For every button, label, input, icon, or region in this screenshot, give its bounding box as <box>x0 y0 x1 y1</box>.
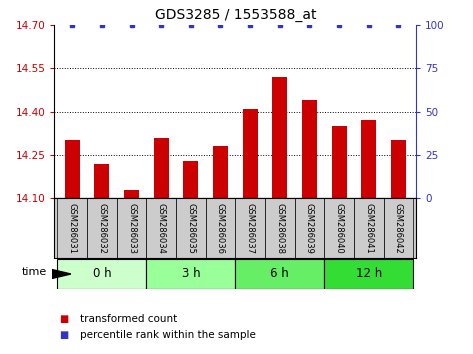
Bar <box>57 259 146 289</box>
Text: 3 h: 3 h <box>182 268 200 280</box>
Text: GSM286038: GSM286038 <box>275 203 284 254</box>
Bar <box>213 146 228 198</box>
Bar <box>146 259 236 289</box>
Text: GSM286035: GSM286035 <box>186 203 195 254</box>
Bar <box>124 189 139 198</box>
Title: GDS3285 / 1553588_at: GDS3285 / 1553588_at <box>155 8 316 22</box>
Bar <box>184 161 198 198</box>
Bar <box>95 164 109 198</box>
Text: time: time <box>22 267 47 277</box>
Bar <box>176 198 206 258</box>
Text: GSM286037: GSM286037 <box>245 203 254 254</box>
Text: transformed count: transformed count <box>80 314 178 324</box>
Text: ■: ■ <box>59 314 69 324</box>
Text: GSM286033: GSM286033 <box>127 203 136 254</box>
Text: 6 h: 6 h <box>271 268 289 280</box>
Text: GSM286042: GSM286042 <box>394 203 403 254</box>
Bar <box>117 198 146 258</box>
Bar <box>236 198 265 258</box>
Text: GSM286034: GSM286034 <box>157 203 166 254</box>
Bar <box>384 198 413 258</box>
Bar <box>65 141 79 198</box>
Bar <box>57 198 87 258</box>
Bar <box>332 126 347 198</box>
Text: GSM286040: GSM286040 <box>334 203 343 254</box>
Bar <box>272 77 287 198</box>
Text: GSM286041: GSM286041 <box>364 203 373 254</box>
Bar <box>146 198 176 258</box>
Bar <box>265 198 295 258</box>
Bar <box>236 259 324 289</box>
Bar <box>154 137 168 198</box>
Polygon shape <box>52 269 71 279</box>
Bar <box>295 198 324 258</box>
Text: ■: ■ <box>59 330 69 339</box>
Bar <box>354 198 384 258</box>
Bar <box>324 259 413 289</box>
Bar <box>302 100 317 198</box>
Text: 0 h: 0 h <box>93 268 111 280</box>
Bar <box>391 141 406 198</box>
Bar <box>206 198 236 258</box>
Text: GSM286039: GSM286039 <box>305 203 314 254</box>
Text: GSM286032: GSM286032 <box>97 203 106 254</box>
Bar <box>87 198 117 258</box>
Bar <box>361 120 376 198</box>
Text: GSM286031: GSM286031 <box>68 203 77 254</box>
Text: percentile rank within the sample: percentile rank within the sample <box>80 330 256 339</box>
Bar <box>243 109 258 198</box>
Text: GSM286036: GSM286036 <box>216 203 225 254</box>
Bar <box>324 198 354 258</box>
Text: 12 h: 12 h <box>356 268 382 280</box>
